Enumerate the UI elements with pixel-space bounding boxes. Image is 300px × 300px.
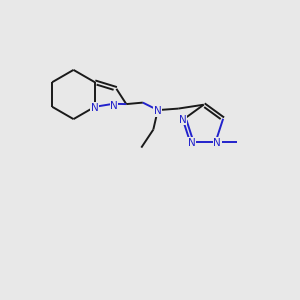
Text: N: N xyxy=(110,101,118,111)
Text: N: N xyxy=(188,138,196,148)
Text: N: N xyxy=(154,106,162,116)
Text: N: N xyxy=(179,115,187,125)
Text: N: N xyxy=(213,138,221,148)
Text: N: N xyxy=(91,103,99,113)
